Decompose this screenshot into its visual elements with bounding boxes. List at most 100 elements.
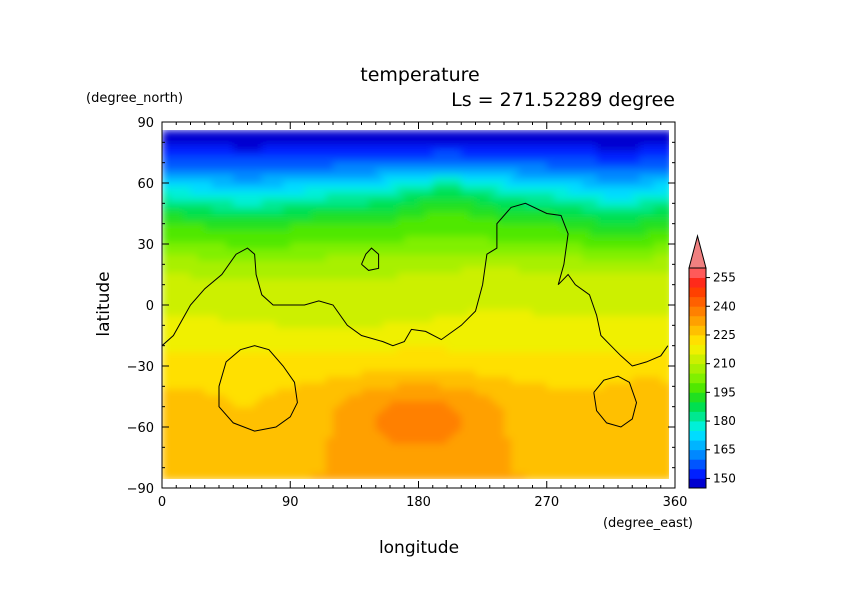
field-cell [468, 376, 477, 383]
field-cell [432, 193, 441, 200]
field-cell [304, 406, 313, 414]
field-cell [283, 199, 291, 206]
field-cell [461, 327, 469, 335]
field-cell [489, 388, 498, 396]
field-cell [283, 473, 291, 479]
field-cell [639, 363, 648, 371]
field-cell [297, 400, 306, 408]
field-cell [368, 130, 377, 133]
field-cell [475, 150, 484, 158]
field-cell [447, 388, 455, 396]
field-cell [625, 315, 633, 322]
field-cell [660, 254, 669, 261]
field-cell [568, 388, 576, 396]
field-cell [297, 223, 306, 231]
field-cell [197, 162, 206, 170]
field-cell [169, 174, 177, 182]
field-cell [482, 156, 491, 164]
field-cell [283, 437, 291, 444]
field-cell [539, 363, 548, 371]
field-cell [632, 443, 640, 450]
field-cell [197, 223, 206, 231]
field-cell [454, 162, 462, 170]
field-cell [354, 296, 363, 304]
field-cell [646, 278, 655, 286]
field-cell [504, 260, 512, 267]
field-cell [667, 130, 669, 133]
field-cell [397, 370, 405, 377]
field-cell [169, 363, 177, 371]
field-cell [347, 223, 355, 231]
y-tick-label: 30 [137, 238, 154, 253]
field-cell [511, 138, 519, 145]
field-cell [589, 333, 598, 341]
field-cell [368, 351, 377, 359]
field-cell [632, 351, 640, 359]
field-cell [546, 278, 555, 286]
field-cell [247, 309, 256, 316]
field-cell [368, 272, 377, 280]
field-cell [625, 351, 633, 359]
field-cell [468, 144, 477, 152]
field-cell [447, 199, 455, 206]
field-cell [539, 370, 548, 377]
field-cell [482, 241, 491, 249]
x-units-label: (degree_east) [603, 516, 693, 531]
field-cell [596, 138, 605, 145]
field-cell [447, 156, 455, 164]
field-cell [404, 370, 412, 377]
field-cell [618, 339, 626, 347]
field-cell [482, 431, 491, 438]
field-cell [190, 144, 199, 152]
field-cell [582, 290, 591, 298]
field-cell [561, 156, 569, 164]
field-cell [610, 296, 619, 304]
field-cell [589, 254, 598, 261]
field-cell [162, 437, 170, 444]
field-cell [183, 363, 192, 371]
field-cell [276, 455, 284, 463]
field-cell [276, 437, 284, 444]
field-cell [646, 437, 655, 444]
field-cell [653, 296, 662, 304]
field-cell [226, 370, 234, 377]
field-cell [432, 437, 441, 444]
field-cell [190, 290, 199, 298]
field-cell [603, 174, 612, 182]
field-cell [219, 467, 227, 475]
field-cell [375, 394, 384, 402]
field-cell [268, 156, 277, 164]
field-cell [240, 339, 249, 347]
field-cell [261, 205, 270, 213]
field-cell [361, 394, 370, 402]
field-cell [568, 412, 576, 420]
field-cell [639, 400, 648, 408]
field-cell [404, 424, 412, 432]
field-cell [653, 424, 662, 432]
field-cell [333, 266, 341, 274]
field-cell [632, 266, 640, 274]
field-cell [439, 339, 448, 347]
field-cell [169, 199, 177, 206]
field-cell [432, 130, 441, 133]
field-cell [268, 406, 277, 414]
y-tick-label: −30 [127, 360, 154, 375]
field-cell [226, 278, 234, 286]
field-cell [368, 455, 377, 463]
field-cell [211, 412, 220, 420]
field-cell [404, 473, 412, 479]
field-cell [496, 333, 505, 341]
field-cell [211, 180, 220, 188]
field-cell [667, 351, 669, 359]
field-cell [539, 174, 548, 182]
field-cell [382, 315, 391, 322]
field-cell [397, 315, 405, 322]
field-cell [390, 473, 398, 479]
field-cell [525, 290, 534, 298]
field-cell [553, 205, 562, 213]
field-cell [632, 449, 640, 457]
field-cell [660, 235, 669, 243]
field-cell [382, 357, 391, 365]
field-cell [660, 406, 669, 414]
field-cell [204, 339, 213, 347]
